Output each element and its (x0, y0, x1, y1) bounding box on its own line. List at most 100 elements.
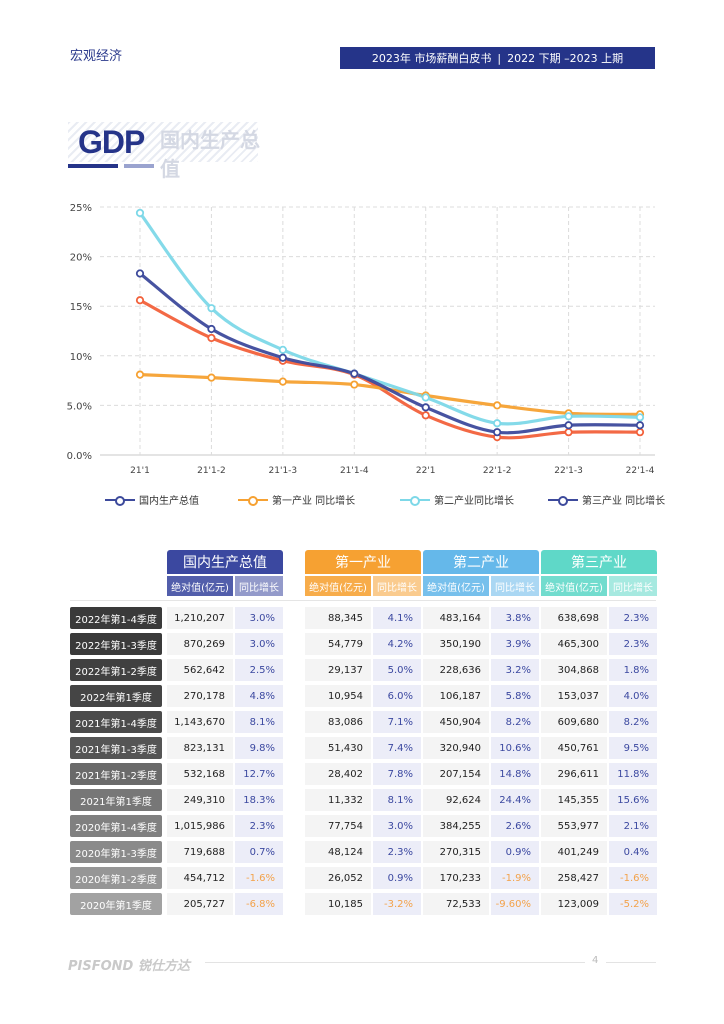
series-3-point (493, 419, 502, 428)
banner-left: 2023年 市场薪酬白皮书 (371, 52, 492, 65)
cell-yoy: 3.0% (235, 633, 283, 655)
cell-yoy: 2.3% (609, 633, 657, 655)
cell-yoy: 14.8% (491, 763, 539, 785)
subheader-yoy: 同比增长 (491, 576, 539, 596)
gdp-line-chart: 0.0% 5.0% 10% 15% 20% 25% 21'1 21'1-2 21'1-3 21'1… (67, 203, 655, 476)
series-line-1 (138, 298, 642, 440)
cell-absolute: 72,533 (423, 893, 489, 915)
cell-absolute: 1,210,207 (167, 607, 233, 629)
cell-absolute: 1,015,986 (167, 815, 233, 837)
cell-yoy: 3.8% (491, 607, 539, 629)
y-tick-label: 15% (70, 302, 92, 313)
series-3-point (135, 208, 145, 218)
cell-yoy: 3.0% (373, 815, 421, 837)
cell-yoy: 2.3% (609, 607, 657, 629)
cell-absolute: 10,954 (305, 685, 371, 707)
row-period-label: 2021年第1-3季度 (70, 737, 162, 759)
cell-yoy: 2.6% (491, 815, 539, 837)
table-divider (70, 600, 656, 601)
cell-yoy: 5.8% (491, 685, 539, 707)
cell-absolute: 77,754 (305, 815, 371, 837)
cell-absolute: 562,642 (167, 659, 233, 681)
group-header: 第三产业 (541, 550, 657, 574)
legend-label: 第一产业 同比增长 (272, 496, 356, 507)
series-1-point (564, 428, 573, 437)
cell-yoy: 3.9% (491, 633, 539, 655)
x-tick-label: 22'1 (416, 466, 436, 476)
cell-absolute: 145,355 (541, 789, 607, 811)
cell-absolute: 48,124 (305, 841, 371, 863)
cell-absolute: 384,255 (423, 815, 489, 837)
y-tick-label: 5.0% (67, 401, 92, 412)
series-4-point (564, 421, 573, 430)
cell-yoy: -5.2% (609, 893, 657, 915)
x-tick-label: 21'1 (130, 466, 150, 476)
y-tick-label: 10% (70, 352, 92, 363)
subheader-absolute: 绝对值(亿元) (167, 576, 233, 596)
title-main: GDP (78, 124, 145, 160)
cell-absolute: 320,940 (423, 737, 489, 759)
legend-item: 第三产业 同比增长 (548, 492, 665, 507)
cell-yoy: -1.6% (235, 867, 283, 889)
legend-item: 第一产业 同比增长 (238, 492, 355, 507)
cell-yoy: 2.3% (235, 815, 283, 837)
series-1-point (135, 296, 145, 305)
cell-absolute: 228,636 (423, 659, 489, 681)
legend-item: 第二产业同比增长 (400, 492, 514, 507)
cell-absolute: 83,086 (305, 711, 371, 733)
x-tick-label: 21'1-2 (197, 466, 226, 476)
series-line-3 (138, 211, 642, 426)
cell-absolute: 270,315 (423, 841, 489, 863)
series-3-point (278, 345, 287, 354)
cell-absolute: 450,761 (541, 737, 607, 759)
cell-absolute: 205,727 (167, 893, 233, 915)
cell-absolute: 54,779 (305, 633, 371, 655)
cell-absolute: 532,168 (167, 763, 233, 785)
cell-yoy: 9.8% (235, 737, 283, 759)
series-4-point (635, 421, 645, 430)
footer-divider-right (606, 962, 656, 963)
cell-yoy: 8.2% (491, 711, 539, 733)
header-banner: 2023年 市场薪酬白皮书 | 2022 下期 –2023 上期 (340, 47, 655, 69)
cell-absolute: 26,052 (305, 867, 371, 889)
cell-absolute: 465,300 (541, 633, 607, 655)
cell-yoy: 24.4% (491, 789, 539, 811)
cell-yoy: 0.7% (235, 841, 283, 863)
cell-yoy: 4.0% (609, 685, 657, 707)
cell-yoy: 18.3% (235, 789, 283, 811)
series-2-point (350, 380, 359, 389)
banner-separator: | (497, 51, 502, 65)
page-title: 国内生产总值 GDP (68, 120, 268, 181)
cell-absolute: 51,430 (305, 737, 371, 759)
cell-yoy: 3.0% (235, 607, 283, 629)
cell-absolute: 88,345 (305, 607, 371, 629)
cell-yoy: 4.8% (235, 685, 283, 707)
footer-logo: PISFOND 锐仕方达 (68, 959, 190, 974)
row-period-label: 2022年第1-3季度 (70, 633, 162, 655)
subheader-absolute: 绝对值(亿元) (423, 576, 489, 596)
cell-absolute: 29,137 (305, 659, 371, 681)
x-tick-label: 22'1-3 (554, 466, 583, 476)
row-period-label: 2021年第1季度 (70, 789, 162, 811)
series-4-point (278, 353, 287, 362)
legend-swatch (238, 495, 268, 506)
row-period-label: 2021年第1-4季度 (70, 711, 162, 733)
series-4-point (135, 269, 145, 278)
cell-yoy: 9.5% (609, 737, 657, 759)
cell-absolute: 1,143,670 (167, 711, 233, 733)
series-2-point (207, 373, 216, 382)
cell-yoy: 8.1% (235, 711, 283, 733)
subheader-yoy: 同比增长 (235, 576, 283, 596)
cell-yoy: 5.0% (373, 659, 421, 681)
cell-yoy: 1.8% (609, 659, 657, 681)
cell-yoy: 6.0% (373, 685, 421, 707)
subheader-absolute: 绝对值(亿元) (305, 576, 371, 596)
cell-absolute: 92,624 (423, 789, 489, 811)
legend-swatch (105, 495, 135, 506)
series-2-point (493, 401, 502, 410)
cell-yoy: 2.3% (373, 841, 421, 863)
cell-absolute: 483,164 (423, 607, 489, 629)
legend-swatch (400, 495, 430, 506)
row-period-label: 2022年第1-4季度 (70, 607, 162, 629)
series-4-point (421, 403, 430, 412)
